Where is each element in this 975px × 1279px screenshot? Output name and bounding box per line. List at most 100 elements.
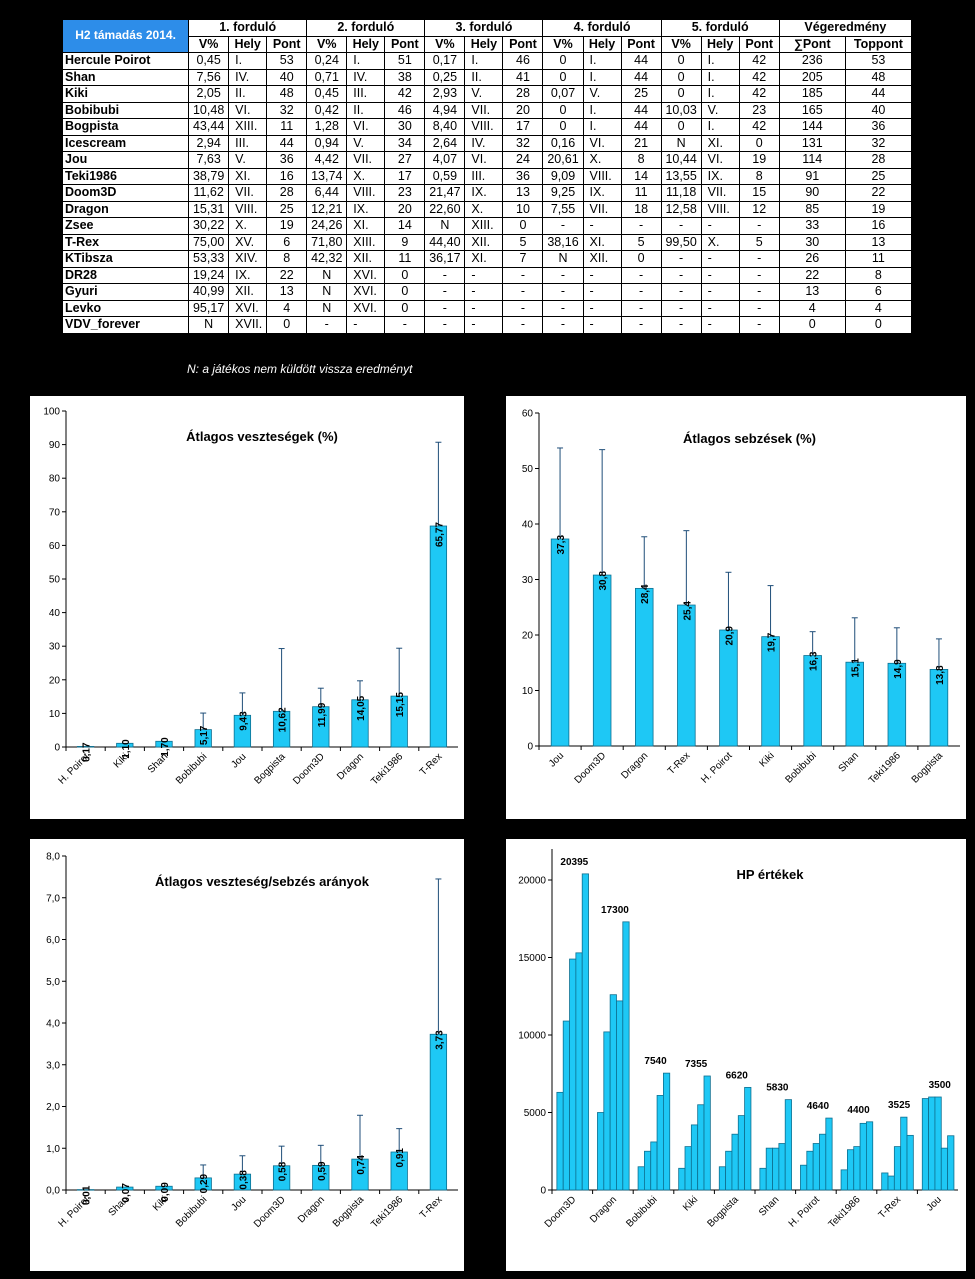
- x-tick-label: Dragon: [296, 1194, 327, 1225]
- table-cell: N: [188, 316, 230, 334]
- table-cell: 131: [778, 134, 846, 152]
- rank-cell: XVI.: [228, 299, 268, 317]
- table-cell: 38,16: [542, 233, 584, 251]
- table-cell: 0: [384, 299, 426, 317]
- x-tick-label: Teki1986: [369, 751, 405, 787]
- table-cell: 9: [384, 233, 426, 251]
- data-label: 0,17: [82, 742, 93, 762]
- player-name: Jou: [61, 151, 190, 169]
- rank-cell: XI.: [346, 217, 386, 235]
- hp-bar: [900, 1116, 908, 1191]
- hp-bar: [825, 1117, 833, 1191]
- table-cell: 32: [502, 134, 544, 152]
- table-cell: 12,21: [306, 200, 348, 218]
- table-cell: -: [738, 283, 780, 301]
- table-cell: -: [424, 283, 466, 301]
- rank-cell: -: [700, 217, 740, 235]
- table-row: DR28 19,24 IX. 22 N XVI. 0- - - - - - - - -22 8: [61, 266, 913, 284]
- table-cell: 4: [266, 299, 308, 317]
- table-cell: 0,16: [542, 134, 584, 152]
- hp-bar: [840, 1169, 848, 1191]
- table-cell: 51: [384, 52, 426, 70]
- rank-cell: III.: [346, 85, 386, 103]
- data-label: 1,10: [121, 739, 132, 759]
- y-tick-label: 10000: [518, 1031, 546, 1042]
- data-label: 14,05: [356, 695, 367, 720]
- table-cell: 30: [778, 233, 846, 251]
- hp-bar: [690, 1124, 699, 1191]
- table-cell: 36,17: [424, 250, 466, 268]
- table-cell: 42: [384, 85, 426, 103]
- bar: [116, 1186, 134, 1191]
- player-name: Kiki: [61, 85, 190, 103]
- table-row: Hercule Poirot 0,45 I. 53 0,24 I. 51 0,17 I. 46 0 I…: [61, 52, 913, 70]
- data-label: 0,07: [121, 1183, 132, 1203]
- table-cell: 27: [384, 151, 426, 169]
- data-label: 0,09: [160, 1182, 171, 1202]
- x-tick-label: H. Poirot: [56, 751, 91, 786]
- hp-bar: [562, 1020, 570, 1191]
- table-cell: 4: [778, 299, 846, 317]
- rank-cell: XII.: [464, 233, 504, 251]
- data-label: 3,73: [434, 1030, 445, 1050]
- table-cell: -: [306, 316, 348, 334]
- chart-average-losses: Átlagos veszteségek (%) 0 10 20 30 40 50 60 70 80…: [43, 407, 458, 787]
- table-cell: 40: [266, 68, 308, 86]
- x-tick-label: T-Rex: [418, 751, 445, 778]
- max-value-label: 17300: [601, 905, 629, 916]
- table-cell: 19: [266, 217, 308, 235]
- table-cell: 5: [620, 233, 662, 251]
- table-row: Gyuri 40,99 XII. 13 N XVI. 0- - - - - - - - -13 6: [61, 283, 913, 301]
- data-label: 37,3: [556, 535, 567, 555]
- table-cell: 8: [738, 167, 780, 185]
- max-value-label: 3525: [888, 1100, 911, 1111]
- hp-bar: [940, 1147, 949, 1191]
- table-cell: 6: [266, 233, 308, 251]
- table-cell: 11: [266, 118, 308, 136]
- y-tick-label: 15000: [518, 953, 546, 964]
- table-cell: 13: [502, 184, 544, 202]
- y-tick-label: 30: [522, 575, 534, 586]
- table-cell: -: [542, 299, 584, 317]
- bar: [719, 629, 738, 747]
- table-cell: 44: [620, 68, 662, 86]
- table-cell: 40,99: [188, 283, 230, 301]
- table-body: Hercule Poirot 0,45 I. 53 0,24 I. 51 0,17 I. 46 0 I…: [61, 52, 913, 334]
- rank-cell: VIII.: [700, 200, 740, 218]
- table-cell: 53: [266, 52, 308, 70]
- rank-cell: XIV.: [228, 250, 268, 268]
- hp-bar: [765, 1147, 773, 1191]
- rank-cell: I.: [700, 52, 740, 70]
- rank-cell: VI.: [464, 151, 504, 169]
- table-cell: 10: [502, 200, 544, 218]
- table-cell: 41: [502, 68, 544, 86]
- x-tick-label: T-Rex: [418, 1194, 445, 1221]
- table-row: Icescream 2,94 III. 44 0,94 V. 34 2,64 IV. 32 0,16…: [61, 134, 913, 152]
- data-label: 19,7: [767, 632, 778, 652]
- table-cell: 2,94: [188, 134, 230, 152]
- round-2-header: 2. forduló: [306, 19, 426, 37]
- col-hely: Hely: [464, 35, 504, 53]
- table-cell: 11: [620, 184, 662, 202]
- table-cell: -: [502, 299, 544, 317]
- x-tick-label: Bogpista: [706, 1194, 742, 1230]
- rank-cell: IX.: [700, 167, 740, 185]
- rank-cell: VII.: [228, 184, 268, 202]
- rank-cell: I.: [582, 101, 622, 119]
- table-cell: 0,24: [306, 52, 348, 70]
- player-name: Dragon: [61, 200, 190, 218]
- y-tick-label: 5000: [524, 1108, 547, 1119]
- table-cell: 5: [502, 233, 544, 251]
- hp-bar: [581, 873, 589, 1191]
- table-cell: 91: [778, 167, 846, 185]
- hp-bar: [684, 1146, 692, 1191]
- rank-cell: XI.: [228, 167, 268, 185]
- table-cell: 20: [502, 101, 544, 119]
- rank-cell: -: [346, 316, 386, 334]
- table-cell: 44: [620, 52, 662, 70]
- rank-cell: XIII.: [464, 217, 504, 235]
- col-v-percent: V%: [542, 35, 584, 53]
- col-pont: Pont: [384, 35, 426, 53]
- player-name: Bogpista: [61, 118, 190, 136]
- x-tick-label: Dragon: [588, 1194, 619, 1225]
